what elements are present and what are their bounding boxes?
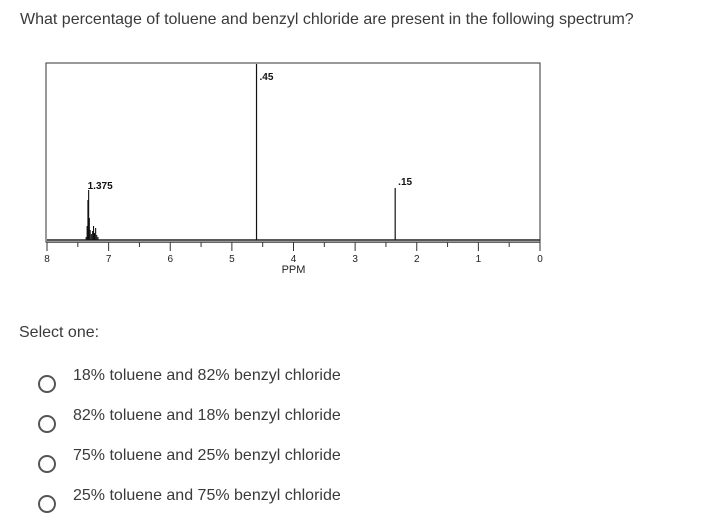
nmr-spectrum: 8 7 6 5 4 3 2 1 0 PPM 1.375 .45 .15 bbox=[30, 55, 550, 287]
x-tick-label: 1 bbox=[476, 254, 482, 265]
answer-option-text: 18% toluene and 82% benzyl chloride bbox=[73, 367, 341, 384]
x-tick-label: 6 bbox=[167, 254, 173, 265]
answer-option-text: 75% toluene and 25% benzyl chloride bbox=[73, 447, 341, 464]
answer-option-4[interactable]: 25% toluene and 75% benzyl chloride bbox=[38, 484, 341, 524]
radio-button-icon[interactable] bbox=[38, 495, 56, 513]
answer-option-1[interactable]: 18% toluene and 82% benzyl chloride bbox=[38, 364, 341, 404]
question-text: What percentage of toluene and benzyl ch… bbox=[20, 11, 634, 28]
x-tick-label: 3 bbox=[352, 254, 358, 265]
x-tick-label: 2 bbox=[414, 254, 420, 265]
x-tick-label: 4 bbox=[291, 254, 297, 265]
x-tick-label: 7 bbox=[106, 254, 112, 265]
answer-options: 18% toluene and 82% benzyl chloride 82% … bbox=[38, 364, 341, 524]
x-axis-label: PPM bbox=[282, 264, 306, 276]
select-one-label: Select one: bbox=[19, 324, 100, 341]
radio-button-icon[interactable] bbox=[38, 375, 56, 393]
answer-option-text: 82% toluene and 18% benzyl chloride bbox=[73, 407, 341, 424]
x-tick-label: 5 bbox=[229, 254, 235, 265]
peak-label-ch2cl: .45 bbox=[260, 72, 274, 83]
radio-button-icon[interactable] bbox=[38, 455, 56, 473]
peak-label-aromatic: 1.375 bbox=[88, 181, 113, 192]
x-tick-label: 0 bbox=[537, 254, 543, 265]
answer-option-3[interactable]: 75% toluene and 25% benzyl chloride bbox=[38, 444, 341, 484]
answer-option-2[interactable]: 82% toluene and 18% benzyl chloride bbox=[38, 404, 341, 444]
answer-option-text: 25% toluene and 75% benzyl chloride bbox=[73, 487, 341, 504]
x-tick-label: 8 bbox=[44, 254, 50, 265]
radio-button-icon[interactable] bbox=[38, 415, 56, 433]
peak-label-ch3: .15 bbox=[398, 177, 412, 188]
nmr-spectrum-svg: 8 7 6 5 4 3 2 1 0 PPM 1.375 .45 .15 bbox=[44, 62, 543, 276]
plot-frame bbox=[45, 62, 541, 243]
